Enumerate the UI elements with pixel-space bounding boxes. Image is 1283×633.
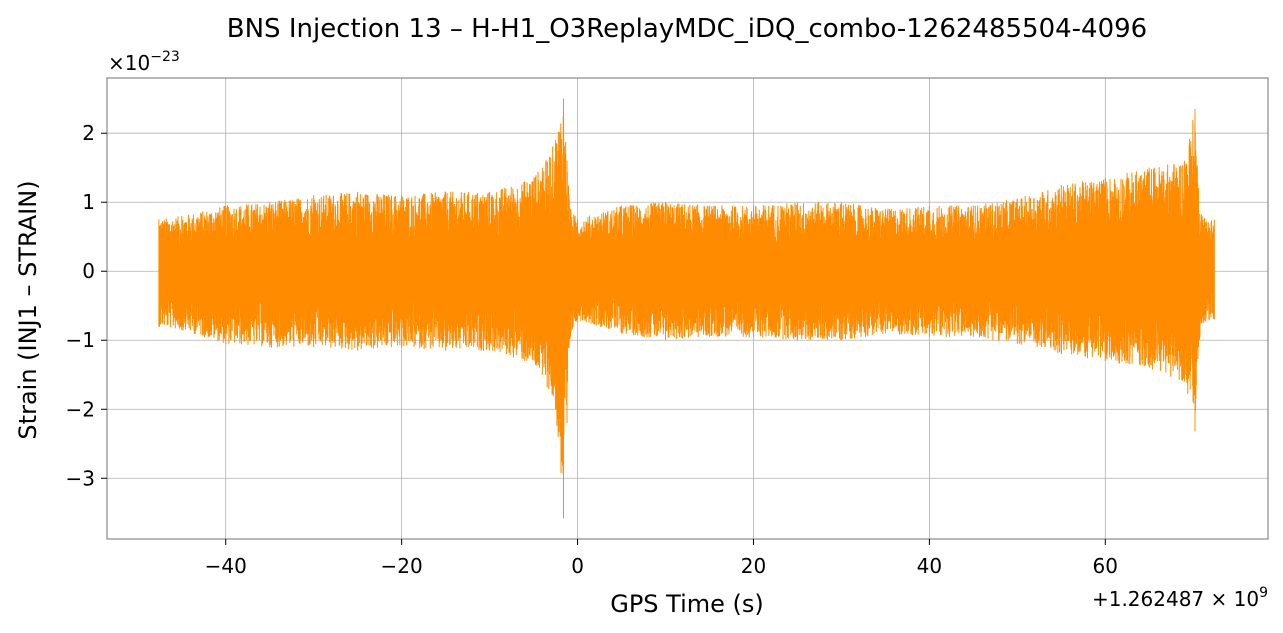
y-axis-label: Strain (INJ1 – STRAIN) [14,180,42,439]
y-tick-label-4: −2 [66,397,95,421]
y-axis-scale-factor: ×10−23 [108,49,180,75]
y-axis-ticks: 2 1 0 −1 −2 −3 [66,121,107,490]
x-tick-label-2: 0 [571,554,584,578]
x-tick-label-4: 40 [917,554,942,578]
y-tick-label-1: 1 [82,190,95,214]
strain-series-line [158,98,1215,519]
y-scale-base: ×10 [108,51,150,75]
x-tick-label-0: −40 [205,554,247,578]
y-tick-label-0: 2 [82,121,95,145]
y-tick-label-3: −1 [66,328,95,352]
x-tick-label-5: 60 [1093,554,1118,578]
x-axis-label: GPS Time (s) [610,590,764,618]
x-axis-offset: +1.262487 × 109 [1092,585,1268,611]
plot-frame [106,77,1269,540]
x-axis-ticks: −40 −20 0 20 40 60 [205,539,1118,578]
svg-text:+1.262487 × 109: +1.262487 × 109 [1092,585,1268,611]
chart-title: BNS Injection 13 – H-H1_O3ReplayMDC_iDQ_… [227,14,1147,44]
y-tick-label-2: 0 [82,259,95,283]
x-tick-label-3: 20 [741,554,766,578]
x-tick-label-1: −20 [381,554,423,578]
y-scale-exponent: −23 [150,49,180,65]
x-offset-base: +1.262487 × 10 [1092,587,1259,611]
svg-text:×10−23: ×10−23 [108,49,180,75]
y-tick-label-5: −3 [66,466,95,490]
x-offset-exponent: 9 [1259,585,1268,601]
